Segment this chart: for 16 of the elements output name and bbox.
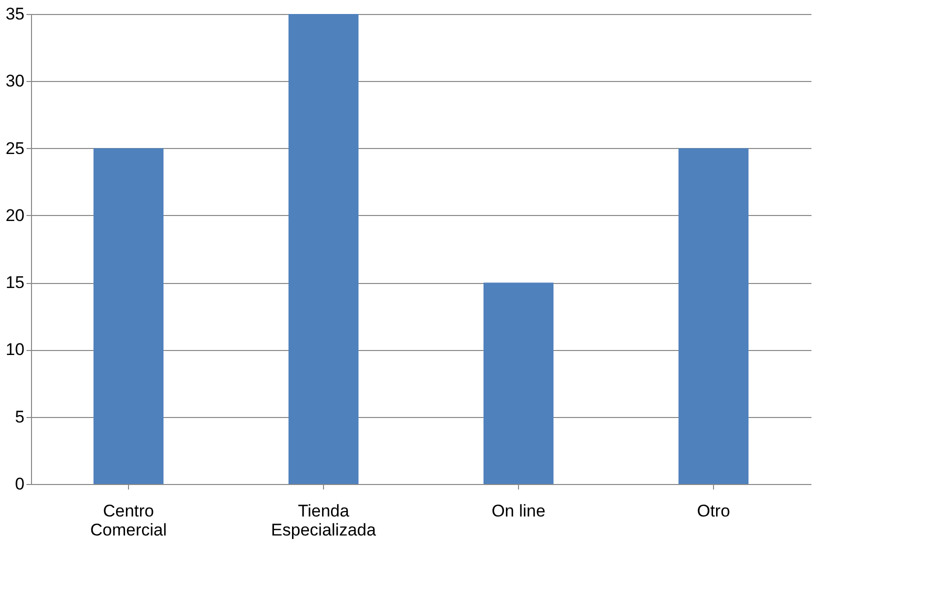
y-tick-label: 35 (6, 4, 24, 24)
x-tick-label: On line (492, 502, 546, 520)
x-tick-label: Centro Comercial (90, 502, 167, 540)
x-tick-label: Tienda Especializada (271, 502, 376, 540)
x-tick-label: Otro (696, 502, 730, 520)
y-tick-label: 20 (6, 206, 24, 225)
bar (678, 148, 748, 484)
y-tick-label: 10 (6, 340, 24, 360)
bar (288, 14, 358, 484)
y-tick-label: 30 (6, 72, 24, 91)
y-tick-label: 25 (6, 138, 24, 158)
y-tick-label: 15 (6, 273, 24, 292)
bar (94, 148, 164, 484)
y-tick-label: 0 (15, 474, 24, 494)
y-tick-label: 5 (15, 407, 24, 426)
bar (484, 282, 554, 484)
